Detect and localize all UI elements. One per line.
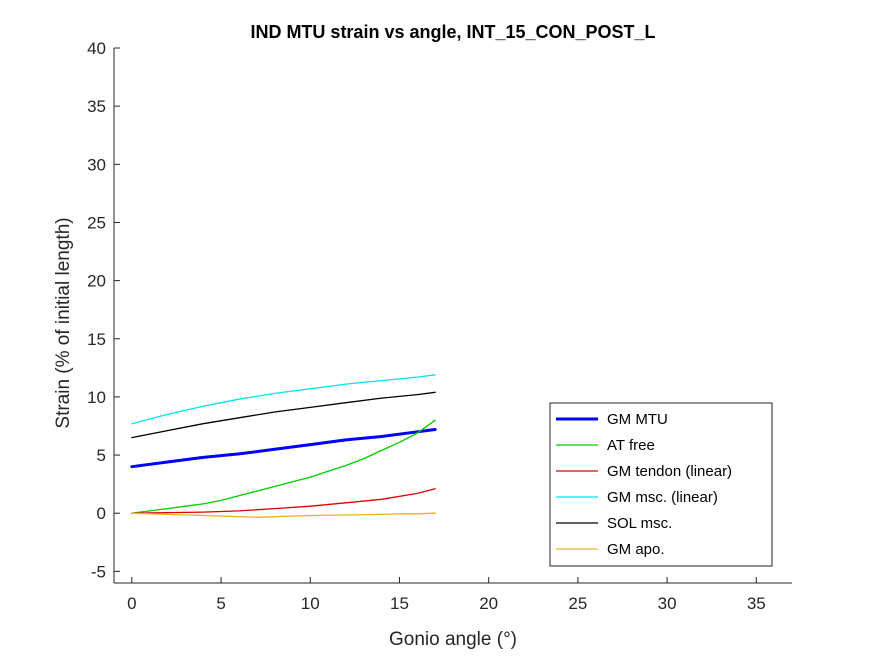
y-tick-label: 35 [87,97,106,116]
y-tick-label: 40 [87,39,106,58]
y-axis-title: Strain (% of initial length) [53,217,74,428]
legend-label: GM apo. [607,541,665,558]
series-line-gm-msc-linear [131,374,436,425]
chart-title: IND MTU strain vs angle, INT_15_CON_POST… [250,22,655,42]
x-tick-label: 30 [658,594,677,613]
legend: GM MTU AT free GM tendon (linear) GM msc. (… [549,402,773,567]
series-line-at-free [131,419,436,514]
x-tick-label: 0 [127,594,136,613]
axis-ticks: 0 5 10 15 20 25 30 35 -5 0 5 10 15 20 25 30 35 40 [87,39,766,613]
x-tick-label: 25 [568,594,587,613]
plot-area [113,48,792,584]
y-tick-label: 10 [87,388,106,407]
series-line-gm-tendon-linear [131,488,436,514]
x-tick-label: 20 [479,594,498,613]
x-tick-label: 35 [747,594,766,613]
legend-label: GM tendon (linear) [607,463,732,480]
series-layer [130,374,437,518]
x-axis-title: Gonio angle (°) [389,629,517,650]
y-tick-label: -5 [91,562,106,581]
series-line-gm-apo [131,512,436,518]
y-tick-label: 30 [87,155,106,174]
legend-label: AT free [607,437,655,454]
legend-label: GM msc. (linear) [607,489,718,506]
x-tick-label: 5 [216,594,225,613]
series-line-gm-mtu [130,428,437,469]
legend-box [549,402,773,567]
x-tick-label: 15 [390,594,409,613]
series-line-sol-msc [131,391,436,439]
legend-label: SOL msc. [607,515,672,532]
x-tick-label: 10 [301,594,320,613]
y-tick-label: 15 [87,330,106,349]
y-tick-label: 0 [97,504,106,523]
y-tick-label: 25 [87,213,106,232]
y-tick-label: 5 [97,446,106,465]
y-tick-label: 20 [87,272,106,291]
legend-label: GM MTU [607,411,668,428]
